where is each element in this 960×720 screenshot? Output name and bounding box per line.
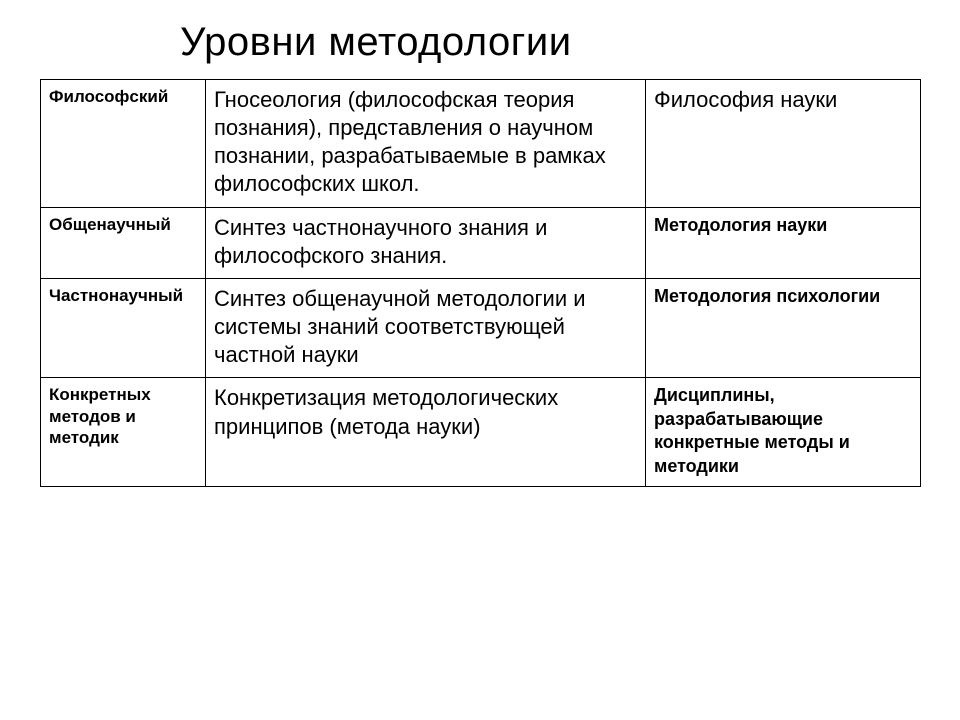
table-row: Философский Гносеология (философская тео… <box>41 80 921 208</box>
cell-discipline: Методология психологии <box>646 278 921 377</box>
methodology-table: Философский Гносеология (философская тео… <box>40 79 921 487</box>
cell-level: Частнонаучный <box>41 278 206 377</box>
table-row: Общенаучный Синтез частнонаучного знания… <box>41 207 921 278</box>
cell-level: Философский <box>41 80 206 208</box>
cell-level: Общенаучный <box>41 207 206 278</box>
cell-description: Синтез частнонаучного знания и философск… <box>206 207 646 278</box>
cell-description: Синтез общенаучной методологии и системы… <box>206 278 646 377</box>
cell-description: Конкретизация методологических принципов… <box>206 378 646 487</box>
table-row: Конкретных методов и методик Конкретизац… <box>41 378 921 487</box>
cell-discipline: Философия науки <box>646 80 921 208</box>
table-row: Частнонаучный Синтез общенаучной методол… <box>41 278 921 377</box>
cell-level: Конкретных методов и методик <box>41 378 206 487</box>
cell-discipline: Дисциплины, разрабатывающие конкретные м… <box>646 378 921 487</box>
cell-discipline: Методология науки <box>646 207 921 278</box>
cell-description: Гносеология (философская теория познания… <box>206 80 646 208</box>
page-title: Уровни методологии <box>180 20 920 65</box>
